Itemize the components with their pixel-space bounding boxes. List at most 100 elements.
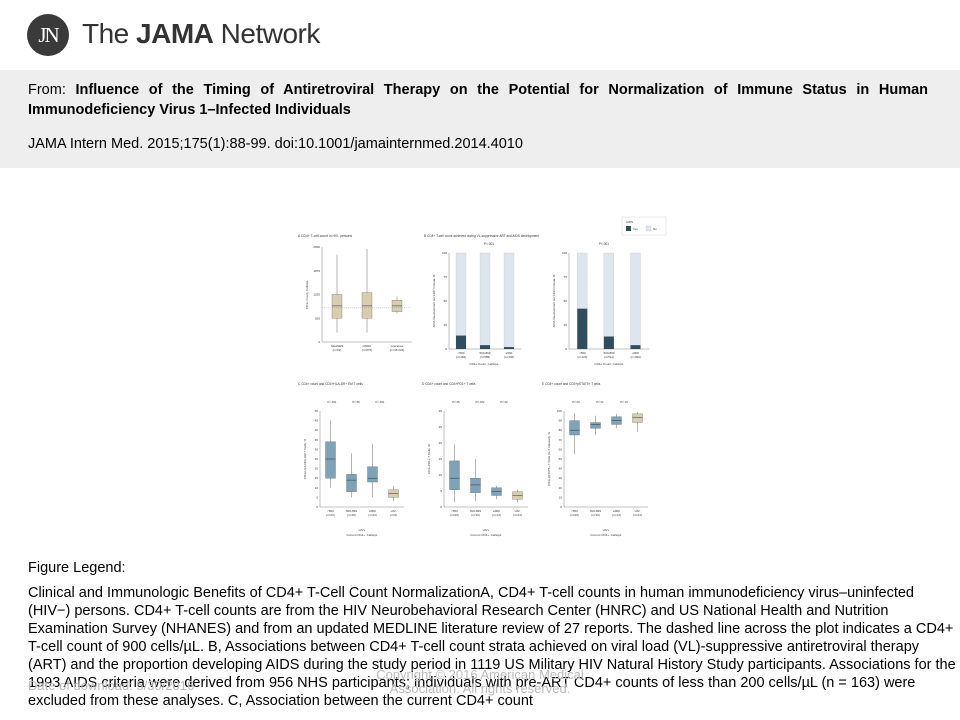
panelB-bar-yes — [456, 335, 466, 349]
panelD-pval: P=.002 — [476, 400, 485, 404]
panelB-ytick: 25 — [444, 323, 448, 327]
panelE-title: E CD4+ count and CD3+pSTAT5+ T cells — [542, 382, 601, 386]
panelD-ytick: 5 — [440, 489, 442, 493]
panelB-pval: P<.001 — [484, 242, 494, 246]
panelB-ytick: 50 — [444, 299, 448, 303]
panelE-ytick: 50 — [559, 457, 563, 461]
figure-legend-heading: Figure Legend: — [28, 560, 126, 576]
panelE-xtick: HIV- — [635, 509, 641, 513]
panelE-xtick: (n=20) — [570, 513, 579, 517]
panelB2-xtick: <500 — [579, 351, 586, 355]
panelE-group-box — [632, 413, 643, 423]
panelD-xtick: ≥900 — [493, 509, 500, 513]
panelC-title: C CD4+ count and CD4+HLA-DR+ EM T cells — [298, 382, 363, 386]
panelB2-xtick: (n=511) — [604, 355, 614, 359]
panelB-xtick: 500-899 — [479, 351, 490, 355]
panelB2-ytick: 100 — [562, 251, 567, 255]
panelE-xtick: (n=14) — [612, 513, 621, 517]
panelD-xtick: (n=14) — [492, 513, 501, 517]
panelD-ylabel: CD4+PD1+ T Cells, % — [427, 444, 431, 474]
panelC-ytick: 30 — [315, 447, 319, 451]
article-reference: JAMA Intern Med. 2015;175(1):88-99. doi:… — [28, 136, 523, 152]
panelA-title: A CD4+ T-cell count in HIV- persons — [298, 234, 352, 238]
panelC-xlabel: HIV+ — [359, 528, 366, 532]
panelD-group-box — [449, 460, 460, 490]
panelB2-ytick: 25 — [564, 323, 568, 327]
panelE-ytick: 20 — [559, 486, 563, 490]
figure-panels: A CD4+ T-cell count in HIV- persons 25 0 0 1… — [284, 215, 668, 545]
panelB2-xtick: (n=326) — [630, 355, 640, 359]
panelB-bar-yes — [480, 345, 490, 349]
article-title-text[interactable]: Influence of the Timing of Antiretrovira… — [28, 82, 929, 118]
panelD-ytick: 10 — [439, 473, 443, 477]
panelC-ytick: 0 — [316, 505, 318, 509]
panelA-ytick: 1250 — [313, 293, 320, 297]
legend-no-label: No — [653, 227, 657, 231]
panelE-ytick: 0 — [560, 505, 562, 509]
panelD-xtick: <500 — [451, 509, 458, 513]
panelE-xlabel: HIV+ — [603, 528, 610, 532]
panelC-group-box — [325, 441, 336, 479]
panelD-title: D CD4+ count and CD4+PD1+ T cells — [422, 382, 476, 386]
panelC-pval: P=.59 — [352, 400, 360, 404]
panelB-xtick: (n=184) — [456, 355, 466, 359]
panelA-xtick: (n=875) — [362, 348, 372, 352]
panelB2-xtick: 500-899 — [603, 351, 614, 355]
panelC-ylabel: CD4+HLA-DR+ EM T Cells, % — [303, 438, 307, 479]
panelC-xtick: <500 — [327, 509, 334, 513]
panelD-xlabel: Current CD4+, Cells/µL — [470, 533, 501, 537]
panelA-group-box — [331, 294, 343, 319]
figure-image: A CD4+ T-cell count in HIV- persons 25 0 0 1… — [284, 215, 668, 545]
panelB2-bar-yes — [603, 336, 614, 349]
download-date: Date of download: 5/30/2016 — [28, 678, 195, 693]
panelB-ytick: 75 — [444, 275, 448, 279]
panelE-group-box — [569, 420, 580, 436]
panelD-xtick: 500-899 — [470, 509, 481, 513]
panelC-xtick: ≥900 — [369, 509, 376, 513]
panelE-group-box — [590, 422, 601, 429]
panelD-ytick: 20 — [439, 441, 443, 445]
panelA-xtick: (n=18 226) — [390, 348, 405, 352]
panelC-xtick: (n=9) — [390, 513, 397, 517]
legend-no-swatch — [645, 225, 652, 232]
panelC-pval: P<.001 — [328, 400, 337, 404]
panelC-ytick: 45 — [315, 419, 319, 423]
panelA-xtick: HNRC — [363, 344, 372, 348]
panelD-ytick: 15 — [439, 457, 443, 461]
panelD-pval: P=.05 — [452, 400, 460, 404]
panelC-xtick: (n=20) — [326, 513, 335, 517]
panelE-ytick: 60 — [559, 447, 563, 451]
site-header: JN The JAMA Network — [0, 0, 960, 70]
article-title: From: Influence of the Timing of Antiret… — [28, 82, 929, 118]
panelC-ytick: 5 — [316, 495, 318, 499]
panelE-pval: P=.01 — [596, 400, 604, 404]
panelB2-bar-no — [603, 252, 614, 350]
jama-network-wordmark[interactable]: The JAMA Network — [82, 18, 320, 49]
panelD-ytick: 0 — [440, 505, 442, 509]
panelA-xtick: (n=92) — [333, 348, 342, 352]
panelD-xtick: (n=20) — [450, 513, 459, 517]
logo-initials: JN — [38, 22, 59, 47]
jama-network-logo-icon[interactable]: JN — [27, 14, 69, 56]
panelB-title: B CD4+ T-cell count achieved during VL-s… — [424, 234, 539, 238]
panelB2-bar-yes — [577, 308, 588, 349]
panelE-ytick: 40 — [559, 467, 563, 471]
panelE-ytick: 100 — [557, 409, 562, 413]
panelE-xtick: (n=39) — [591, 513, 600, 517]
panelB-legend-title: AIDS — [626, 220, 633, 224]
panelC-xtick: 500-899 — [346, 509, 357, 513]
panelC-group-box — [346, 474, 357, 492]
panelB-legend-box — [621, 216, 667, 236]
panelB-bar-no — [503, 252, 515, 350]
panelC-ytick: 50 — [315, 409, 319, 413]
panelB2-xtick: (n=119) — [577, 355, 587, 359]
panelB-bar-no — [479, 252, 491, 350]
panelB-xtick: (n=346) — [504, 355, 514, 359]
panelC-ytick: 10 — [315, 486, 319, 490]
panelB-ytick: 0 — [445, 347, 447, 351]
panelE-pval: P=.10 — [620, 400, 628, 404]
panelB2-ytick: 0 — [565, 347, 567, 351]
panelC-ytick: 15 — [315, 476, 319, 480]
panelC-xlabel: Current CD4+, Cells/µL — [346, 533, 377, 537]
panelA-ytick: 625 — [315, 316, 320, 320]
